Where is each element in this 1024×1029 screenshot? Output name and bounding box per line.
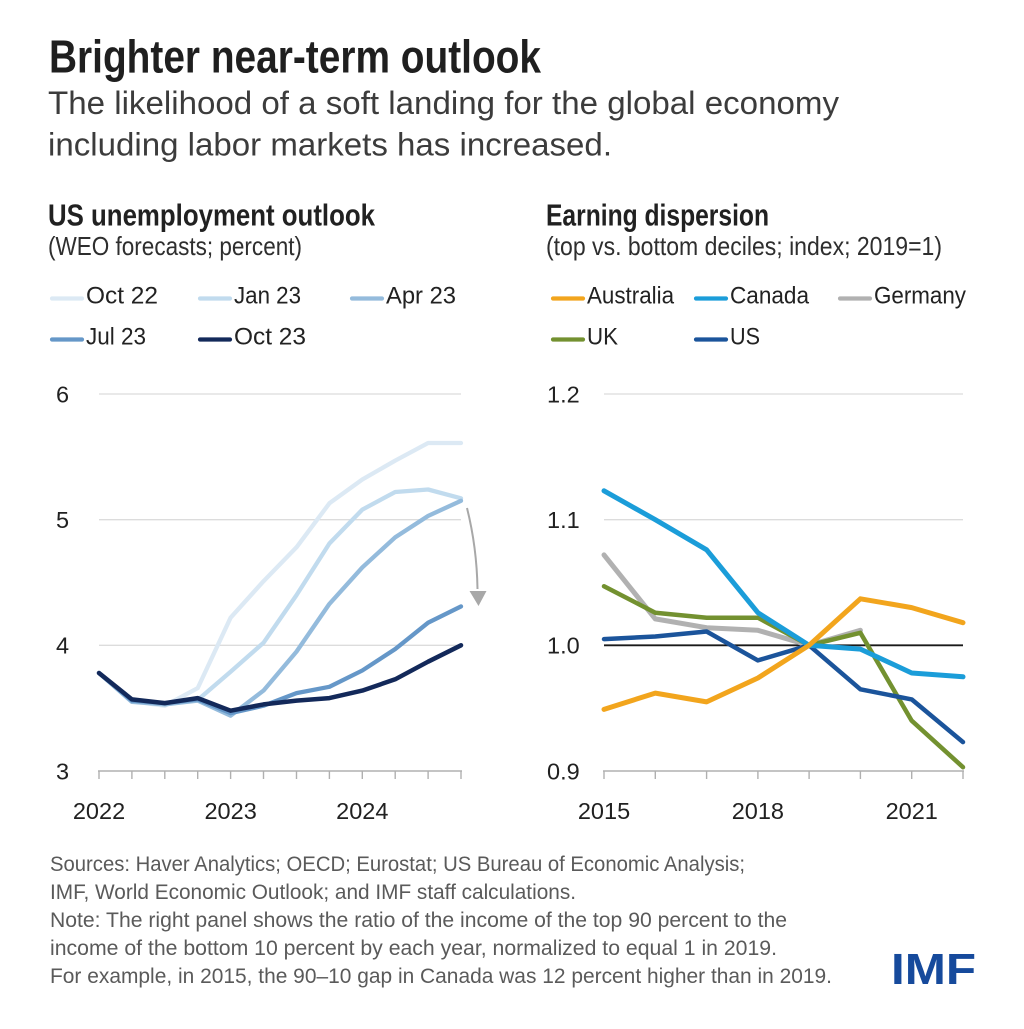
svg-text:2024: 2024 [336, 798, 388, 824]
svg-text:Earning dispersion: Earning dispersion [546, 198, 769, 233]
svg-text:2022: 2022 [73, 798, 125, 824]
svg-text:The likelihood of a soft landi: The likelihood of a soft landing for the… [48, 85, 839, 121]
svg-text:IMF, World Economic Outlook; a: IMF, World Economic Outlook; and IMF sta… [50, 881, 576, 904]
svg-text:3: 3 [56, 758, 69, 784]
svg-text:2021: 2021 [886, 798, 938, 824]
svg-text:UK: UK [587, 324, 618, 351]
svg-text:US unemployment outlook: US unemployment outlook [48, 198, 376, 233]
svg-text:1.0: 1.0 [547, 633, 580, 659]
svg-text:6: 6 [56, 381, 69, 407]
svg-text:Brighter near-term outlook: Brighter near-term outlook [49, 31, 541, 83]
svg-text:Sources: Haver Analytics; OECD: Sources: Haver Analytics; OECD; Eurostat… [50, 853, 745, 876]
svg-text:2015: 2015 [578, 798, 630, 824]
svg-text:2018: 2018 [732, 798, 784, 824]
svg-text:Note: The right panel shows th: Note: The right panel shows the ratio of… [50, 909, 787, 932]
svg-text:1.2: 1.2 [547, 381, 580, 407]
svg-text:1.1: 1.1 [547, 507, 580, 533]
svg-text:For example, in 2015, the 90–1: For example, in 2015, the 90–10 gap in C… [50, 965, 832, 988]
svg-text:4: 4 [56, 633, 69, 659]
svg-text:(WEO forecasts; percent): (WEO forecasts; percent) [48, 231, 302, 261]
svg-text:0.9: 0.9 [547, 758, 580, 784]
svg-text:Jul 23: Jul 23 [86, 324, 146, 351]
svg-text:Oct 23: Oct 23 [234, 324, 306, 351]
svg-text:Canada: Canada [730, 283, 810, 310]
svg-text:Apr 23: Apr 23 [386, 283, 456, 310]
svg-text:including labor markets has in: including labor markets has increased. [48, 127, 612, 163]
svg-text:2023: 2023 [204, 798, 256, 824]
svg-text:Oct 22: Oct 22 [86, 283, 158, 310]
svg-text:(top vs. bottom deciles; index: (top vs. bottom deciles; index; 2019=1) [546, 231, 942, 261]
svg-text:income of the bottom 10 percen: income of the bottom 10 percent by each … [50, 937, 777, 960]
svg-text:5: 5 [56, 507, 69, 533]
svg-text:Germany: Germany [874, 283, 966, 310]
svg-text:Jan 23: Jan 23 [234, 283, 301, 310]
svg-text:Australia: Australia [587, 283, 675, 310]
svg-text:IMF: IMF [891, 945, 976, 994]
svg-text:US: US [730, 324, 760, 351]
